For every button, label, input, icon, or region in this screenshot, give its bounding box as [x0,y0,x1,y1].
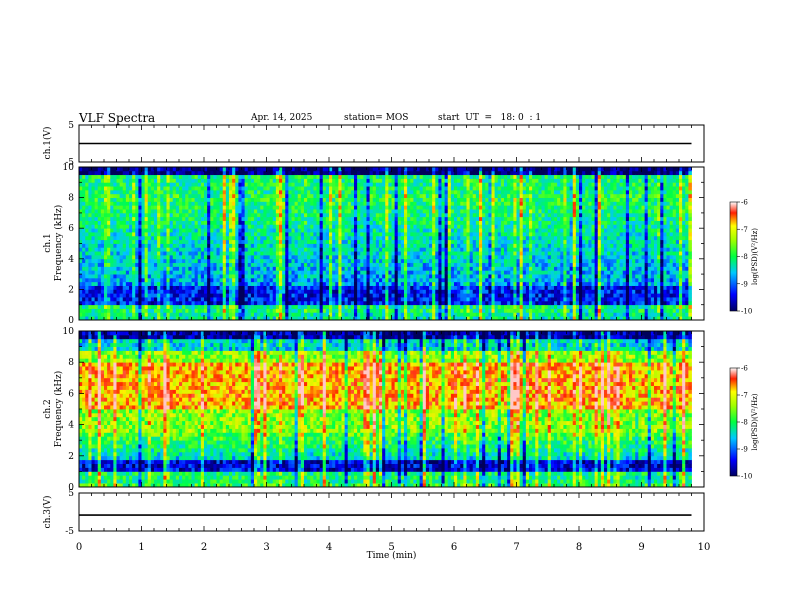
x-tick-label: 9 [638,542,644,553]
y-tick-label: 2 [68,285,74,295]
y-tick-label: 2 [68,452,74,462]
y-tick-label: 10 [63,163,75,173]
x-tick-label: 0 [76,542,82,553]
start-ut-label: start UT = 18: 0 : 1 [438,113,542,123]
ch3-voltage-ylabel: ch.3(V) [42,496,53,529]
x-tick-label: 2 [201,542,207,553]
colorbar-tick-label: -10 [741,308,752,316]
ch2-spectrogram-cells [79,331,692,487]
y-tick-label: 8 [68,194,74,204]
colorbar-tick-label: -6 [741,199,748,207]
x-axis-label: Time (min) [367,550,417,561]
station-label: station= MOS [344,113,409,123]
colorbar-tick-label: -9 [741,446,748,454]
y-tick-label: 6 [68,389,74,399]
x-tick-label: 5 [388,542,394,553]
y-tick-label: 0 [68,316,74,326]
y-tick-label: 4 [68,255,74,265]
y-tick-label: 0 [68,483,74,493]
date-label: Apr. 14, 2025 [251,113,313,123]
x-tick-label: 4 [326,542,332,553]
colorbar-tick-label: -10 [741,473,752,481]
ch3-voltage-frame [78,492,705,532]
x-tick-label: 8 [576,542,582,553]
y-tick-label: -5 [65,527,74,537]
colorbar-tick-label: -9 [741,280,748,288]
x-tick-label: 6 [451,542,457,553]
ch2-spec-channel-label: ch.2 [43,399,53,418]
colorbar-tick-label: -6 [741,365,748,373]
y-tick-label: 4 [68,421,74,431]
x-tick-label: 1 [138,542,144,553]
y-tick-label: 10 [63,327,75,337]
ch1-spec-ylabel: Frequency (kHz) [53,205,64,282]
colorbar-tick-label: -8 [741,419,748,427]
y-tick-label: -5 [65,158,74,168]
x-tick-label: 10 [698,542,711,553]
y-tick-label: 5 [68,121,74,131]
y-tick-label: 6 [68,224,74,234]
ch1-voltage-ylabel: ch.1(V) [42,127,53,160]
figure-title: VLF Spectra [79,111,156,125]
colorbar-tick-label: -8 [741,253,748,261]
ch1-spectrogram-cells [79,167,692,320]
ch2-spectrogram-colorbar-label: log(PSD)(V²/Hz) [751,393,759,450]
ch2-spectrogram-colorbar [729,367,738,477]
x-tick-label: 7 [513,542,519,553]
colorbar-tick-label: -7 [741,226,748,234]
ch1-spec-channel-label: ch.1 [43,233,53,252]
y-tick-label: 5 [68,489,74,499]
ch1-spectrogram-colorbar-label: log(PSD)(V²/Hz) [751,228,759,285]
ch2-spec-ylabel: Frequency (kHz) [53,371,64,448]
colorbar-tick-label: -7 [741,392,748,400]
x-tick-label: 3 [263,542,269,553]
y-tick-label: 8 [68,358,74,368]
ch1-spectrogram-colorbar [729,201,738,312]
